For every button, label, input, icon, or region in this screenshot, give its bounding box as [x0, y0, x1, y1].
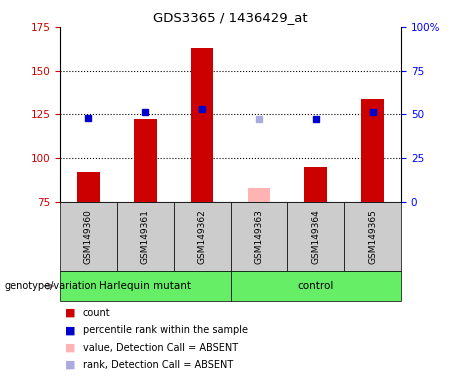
Text: GSM149361: GSM149361: [141, 209, 150, 263]
Text: GSM149360: GSM149360: [84, 209, 93, 263]
Bar: [134, 119, 157, 202]
Bar: [60, 202, 117, 271]
Text: control: control: [298, 281, 334, 291]
Bar: [174, 202, 230, 271]
Bar: [77, 172, 100, 202]
Text: GSM149365: GSM149365: [368, 209, 377, 263]
Text: count: count: [83, 308, 111, 318]
Text: percentile rank within the sample: percentile rank within the sample: [83, 325, 248, 335]
Bar: [230, 202, 287, 271]
Bar: [361, 99, 384, 202]
Text: ■: ■: [65, 360, 75, 370]
Text: ■: ■: [65, 343, 75, 353]
Bar: [304, 167, 327, 202]
Text: GSM149363: GSM149363: [254, 209, 263, 263]
Bar: [230, 271, 401, 301]
Text: rank, Detection Call = ABSENT: rank, Detection Call = ABSENT: [83, 360, 233, 370]
Bar: [117, 202, 174, 271]
Text: Harlequin mutant: Harlequin mutant: [99, 281, 191, 291]
Text: value, Detection Call = ABSENT: value, Detection Call = ABSENT: [83, 343, 238, 353]
Bar: [344, 202, 401, 271]
Bar: [248, 188, 270, 202]
Text: ■: ■: [65, 325, 75, 335]
Text: GSM149362: GSM149362: [198, 209, 207, 263]
Bar: [191, 48, 213, 202]
Title: GDS3365 / 1436429_at: GDS3365 / 1436429_at: [153, 11, 308, 24]
Text: ■: ■: [65, 308, 75, 318]
Text: genotype/variation: genotype/variation: [5, 281, 97, 291]
Bar: [60, 271, 230, 301]
Bar: [287, 202, 344, 271]
Text: GSM149364: GSM149364: [311, 209, 320, 263]
